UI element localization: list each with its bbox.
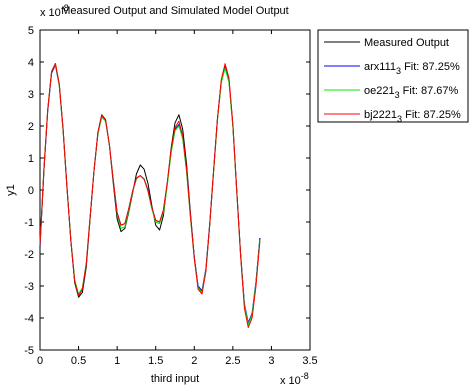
x-tick-label: 1.5 [148, 355, 163, 367]
x-tick-label: 0 [37, 355, 43, 367]
y-tick-label: 2 [28, 121, 34, 133]
legend-name: oe221 [364, 85, 395, 97]
y-tick-label: 3 [28, 89, 34, 101]
legend-fit: Fit: 87.25% [401, 61, 460, 73]
y-tick-label: -1 [24, 217, 34, 229]
legend-name: arx111 [364, 61, 396, 73]
y-tick-label: 0 [28, 185, 34, 197]
y-tick-label: -2 [24, 249, 34, 261]
legend-box [317, 29, 469, 123]
legend-name: Measured Output [364, 37, 449, 49]
x-tick-label: 3.5 [302, 355, 317, 367]
y-tick-label: -5 [24, 345, 34, 357]
x-exponent-label: x 10-8 [280, 371, 309, 387]
legend-subscript: 3 [395, 90, 400, 100]
legend-entry-3: bj22213 Fit: 87.25% [364, 109, 461, 124]
x-tick-label: 0.5 [71, 355, 86, 367]
series-line-3 [39, 63, 261, 329]
x-tick-label: 3 [268, 355, 274, 367]
x-tick-label: 1 [114, 355, 120, 367]
y-exponent-label: x 10-8 [40, 3, 69, 19]
y-tick-label: -4 [24, 313, 34, 325]
x-axis-label: third input [151, 373, 199, 385]
legend-entry-2: oe2213 Fit: 87.67% [364, 85, 459, 100]
plot-area [39, 29, 311, 351]
y-tick-label: 1 [28, 153, 34, 165]
y-axis-label: y1 [5, 184, 17, 196]
y-tick-label: -3 [24, 281, 34, 293]
legend-fit: Fit: 87.25% [402, 109, 461, 121]
legend-subscript: 3 [397, 114, 402, 124]
x-tick-label: 2.5 [225, 355, 240, 367]
chart-title: Measured Output and Simulated Model Outp… [61, 5, 288, 17]
legend-fit: Fit: 87.67% [400, 85, 459, 97]
legend-subscript: 3 [396, 66, 401, 76]
legend-entry-0: Measured Output [364, 37, 449, 49]
x-tick-label: 2 [191, 355, 197, 367]
legend-name: bj2221 [364, 109, 397, 121]
y-tick-label: 4 [28, 57, 34, 69]
legend-entry-1: arx1113 Fit: 87.25% [364, 61, 460, 76]
y-tick-label: 5 [28, 25, 34, 37]
